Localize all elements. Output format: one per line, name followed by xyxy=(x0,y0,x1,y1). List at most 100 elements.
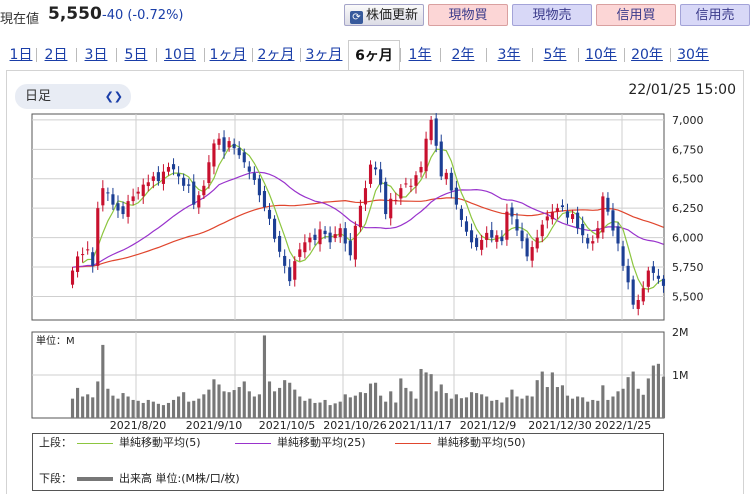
tab-4[interactable]: 10日 xyxy=(156,40,204,70)
candle-body xyxy=(353,225,357,260)
candle-body xyxy=(298,249,302,257)
candle-body xyxy=(616,226,620,244)
volume-bar xyxy=(298,396,302,418)
candle-body xyxy=(338,228,342,237)
volume-bar xyxy=(232,390,236,418)
volume-bar xyxy=(661,376,666,418)
tab-label: 1日 xyxy=(9,47,33,63)
legend-ma50: 単純移動平均(50) xyxy=(389,434,526,452)
tab-11[interactable]: 3年 xyxy=(486,40,532,70)
credit-sell-button[interactable]: 信用売 xyxy=(680,4,750,26)
candle-body xyxy=(333,234,337,239)
tab-3[interactable]: 5日 xyxy=(116,40,156,70)
tab-8[interactable]: 6ヶ月 xyxy=(348,40,400,70)
volume-bar xyxy=(86,394,90,418)
candle-body xyxy=(565,211,570,218)
tab-1[interactable]: 2日 xyxy=(36,40,76,70)
candle-body xyxy=(399,188,403,199)
volume-bar xyxy=(621,388,625,418)
volume-bar xyxy=(576,396,580,418)
tab-separator xyxy=(532,48,533,62)
tab-separator xyxy=(670,48,671,62)
price-plot-frame xyxy=(31,113,665,321)
tab-14[interactable]: 20年 xyxy=(624,40,670,70)
candle-body xyxy=(146,182,150,187)
candle-body xyxy=(596,228,600,239)
refresh-price-label: 株価更新 xyxy=(365,8,418,23)
tab-label: 3ヶ月 xyxy=(305,47,343,63)
tab-5[interactable]: 1ヶ月 xyxy=(204,40,252,70)
candle-body xyxy=(272,218,277,239)
tab-12[interactable]: 5年 xyxy=(532,40,578,70)
candle-body xyxy=(151,176,155,181)
tab-10[interactable]: 2年 xyxy=(440,40,486,70)
candle-body xyxy=(91,252,95,266)
candle-body xyxy=(414,175,418,186)
physical-buy-button[interactable]: 現物買 xyxy=(428,4,508,26)
x-tick-label: 2021/12/30 xyxy=(528,419,591,432)
volume-bar xyxy=(197,398,201,418)
volume-bar xyxy=(636,388,640,418)
volume-bar xyxy=(182,392,186,418)
candle-body xyxy=(247,166,251,172)
candle-body xyxy=(368,164,373,184)
x-tick-label: 2021/12/9 xyxy=(460,419,516,432)
y-tick-label: 6,500 xyxy=(672,173,704,186)
volume-bar xyxy=(565,395,570,418)
volume-bar xyxy=(323,399,327,418)
candle-body xyxy=(495,235,499,242)
volume-bar xyxy=(419,368,423,418)
x-tick-label: 2021/10/26 xyxy=(323,419,386,432)
candle-body xyxy=(278,235,282,252)
volume-bar xyxy=(545,387,549,418)
volume-bar xyxy=(171,399,176,418)
candle-body xyxy=(464,221,469,232)
tab-separator xyxy=(116,48,117,62)
data-timestamp: 22/01/25 15:00 xyxy=(628,82,736,98)
tab-6[interactable]: 2ヶ月 xyxy=(252,40,300,70)
refresh-price-button[interactable]: ⟳ 株価更新 xyxy=(344,4,424,26)
candle-body xyxy=(475,238,479,248)
candle-body xyxy=(227,141,231,148)
candle-body xyxy=(656,275,660,279)
candle-body xyxy=(131,196,135,202)
candle-body xyxy=(510,207,514,217)
legend-ma5: 単純移動平均(5) xyxy=(71,434,201,452)
current-price: 5,550 xyxy=(48,4,102,24)
volume-bar xyxy=(70,398,75,418)
tab-15[interactable]: 30年 xyxy=(670,40,716,70)
volume-bar xyxy=(399,378,403,418)
credit-buy-button[interactable]: 信用買 xyxy=(596,4,676,26)
volume-bar xyxy=(318,402,322,418)
candle-body xyxy=(651,266,655,273)
candle-body xyxy=(106,192,110,194)
candle-body xyxy=(96,208,100,266)
volume-bar xyxy=(348,397,352,418)
volume-bar xyxy=(606,399,610,418)
candle-body xyxy=(545,216,549,221)
candle-body xyxy=(293,261,297,280)
candle-body xyxy=(641,288,645,302)
candle-body xyxy=(171,164,176,170)
x-tick-label: 2021/10/5 xyxy=(259,419,315,432)
tab-0[interactable]: 1日 xyxy=(6,40,36,70)
volume-bar xyxy=(242,381,246,418)
volume-bar xyxy=(480,394,484,418)
physical-sell-button[interactable]: 現物売 xyxy=(512,4,592,26)
candle-body xyxy=(576,212,580,229)
candle-body xyxy=(424,138,428,172)
candle-period-select[interactable]: 日足 ❮❯ xyxy=(15,84,131,109)
candle-body xyxy=(363,188,368,205)
tab-7[interactable]: 3ヶ月 xyxy=(300,40,348,70)
volume-bar xyxy=(338,401,342,418)
volume-bar xyxy=(257,394,261,418)
tab-13[interactable]: 10年 xyxy=(578,40,624,70)
volume-bar xyxy=(439,384,443,418)
candle-body xyxy=(555,208,559,212)
tab-2[interactable]: 3日 xyxy=(76,40,116,70)
tab-9[interactable]: 1年 xyxy=(400,40,440,70)
candle-body xyxy=(661,278,666,286)
candle-body xyxy=(394,199,398,201)
volume-bar xyxy=(550,372,554,418)
volume-bar xyxy=(111,395,115,418)
